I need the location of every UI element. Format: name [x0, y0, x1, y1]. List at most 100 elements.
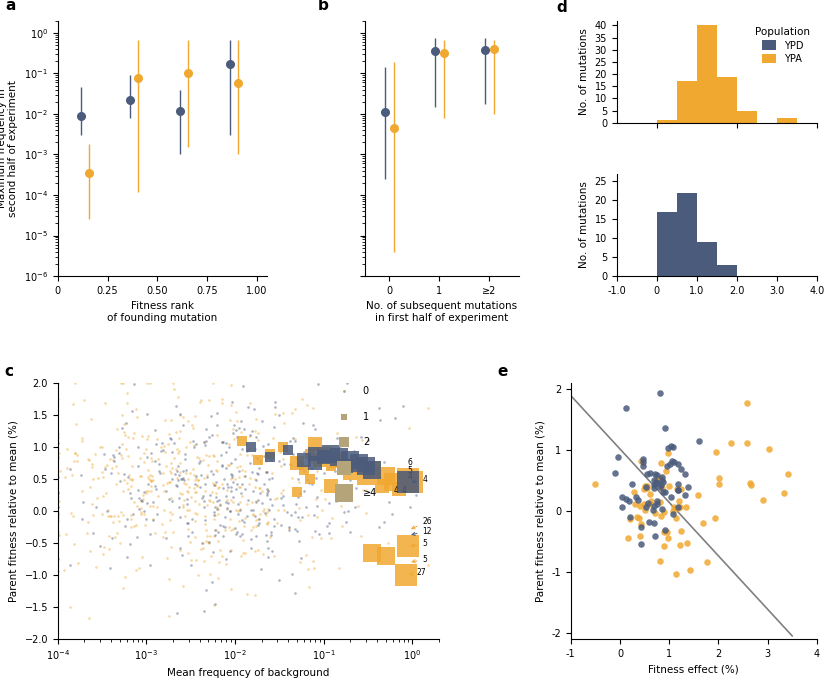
Point: [211, 508, 224, 519]
Point: [229, 453, 242, 464]
Point: [244, 543, 257, 554]
Point: [174, 467, 187, 478]
Point: [253, 518, 266, 529]
Point: [129, 403, 142, 414]
Point: [87, 528, 100, 539]
Point: [96, 466, 109, 477]
Point: [207, 479, 220, 490]
Point: [277, 459, 290, 470]
Point: [134, 495, 147, 506]
Point: [740, 397, 753, 408]
Point: [246, 497, 259, 508]
Point: [134, 502, 147, 513]
Text: 1: 1: [363, 412, 369, 422]
Point: [266, 433, 279, 444]
Point: [257, 451, 271, 462]
Point: [190, 439, 203, 450]
Point: [167, 453, 180, 464]
Point: [221, 484, 234, 495]
Point: [134, 471, 148, 482]
Point: [86, 499, 99, 510]
Point: [360, 461, 373, 472]
Point: [181, 415, 194, 426]
Point: [221, 495, 234, 506]
Point: [777, 488, 790, 499]
Point: [250, 468, 263, 479]
Point: [374, 415, 387, 426]
Point: [89, 561, 102, 572]
Point: [351, 501, 365, 512]
Point: [263, 532, 276, 543]
Point: [226, 469, 239, 480]
Point: [192, 452, 205, 463]
Point: [101, 505, 115, 516]
Point: [264, 451, 277, 462]
Point: [247, 486, 260, 497]
Point: [219, 559, 233, 570]
Point: [323, 458, 337, 469]
Point: [51, 516, 64, 527]
Point: [634, 530, 647, 541]
Point: [145, 448, 158, 459]
Point: [71, 449, 84, 460]
Point: [249, 414, 262, 425]
Point: [200, 530, 213, 541]
Point: [210, 503, 224, 514]
Point: [323, 528, 336, 539]
Point: [232, 516, 245, 527]
Point: [197, 495, 210, 506]
Point: [664, 441, 677, 452]
Point: [644, 499, 657, 510]
Point: [223, 506, 236, 517]
Point: [634, 539, 648, 550]
Point: [233, 530, 247, 541]
Point: [118, 418, 131, 429]
Point: [137, 486, 150, 497]
Point: [197, 606, 210, 617]
Point: [254, 482, 267, 493]
Point: [99, 464, 112, 475]
Point: [115, 507, 128, 518]
Point: [658, 423, 672, 433]
Text: 0: 0: [363, 386, 369, 396]
Point: [166, 447, 179, 458]
Point: [158, 440, 171, 451]
Point: [240, 510, 253, 521]
Point: [163, 506, 177, 517]
Point: [224, 486, 238, 497]
Point: [219, 512, 232, 523]
Point: [51, 472, 64, 483]
Point: [116, 486, 130, 497]
Point: [245, 466, 258, 477]
Bar: [697, 242, 717, 276]
Point: [216, 478, 229, 489]
Point: [654, 497, 667, 508]
Point: [177, 581, 190, 592]
X-axis label: Fitness rank
of founding mutation: Fitness rank of founding mutation: [107, 302, 218, 323]
Point: [116, 583, 130, 594]
Point: [132, 563, 145, 574]
Point: [75, 513, 88, 524]
Point: [176, 550, 189, 561]
Point: [382, 537, 395, 548]
Point: [139, 444, 153, 455]
Point: [661, 532, 674, 543]
Point: [155, 437, 168, 448]
Point: [654, 510, 667, 521]
Point: [658, 527, 671, 538]
Point: [150, 508, 163, 519]
Text: a: a: [6, 0, 16, 13]
Bar: [676, 193, 697, 276]
Point: [324, 461, 337, 472]
Point: [243, 458, 257, 469]
Point: [252, 514, 265, 525]
Point: [238, 548, 251, 559]
Point: [140, 451, 153, 462]
Point: [298, 465, 311, 476]
Point: [140, 498, 153, 509]
Point: [403, 423, 416, 433]
Point: [177, 495, 191, 506]
Point: [107, 455, 120, 466]
Point: [172, 470, 186, 481]
Point: [266, 500, 279, 511]
